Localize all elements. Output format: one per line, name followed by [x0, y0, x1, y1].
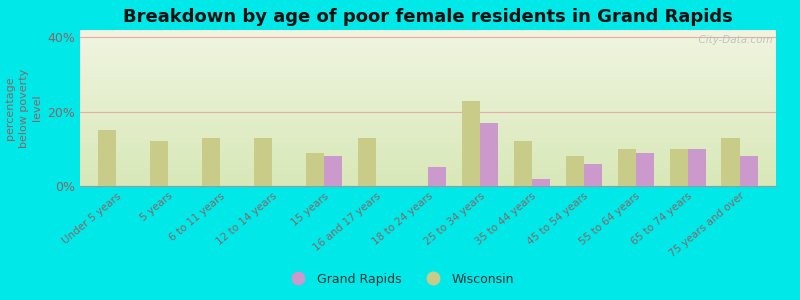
Bar — [688, 149, 706, 186]
Bar — [740, 156, 758, 186]
Bar — [150, 141, 168, 186]
Y-axis label: percentage
below poverty
level: percentage below poverty level — [6, 68, 42, 148]
Bar — [202, 138, 220, 186]
Bar — [618, 149, 636, 186]
Bar — [462, 100, 480, 186]
Bar — [324, 156, 342, 186]
Bar — [636, 153, 654, 186]
Title: Breakdown by age of poor female residents in Grand Rapids: Breakdown by age of poor female resident… — [123, 8, 733, 26]
Text: City-Data.com: City-Data.com — [692, 35, 773, 45]
Bar — [532, 178, 550, 186]
Bar — [254, 138, 272, 186]
Bar — [514, 141, 532, 186]
Legend: Grand Rapids, Wisconsin: Grand Rapids, Wisconsin — [281, 268, 519, 291]
Bar — [428, 167, 446, 186]
Bar — [480, 123, 498, 186]
Bar — [358, 138, 376, 186]
Bar — [98, 130, 116, 186]
Bar — [306, 153, 324, 186]
Bar — [566, 156, 584, 186]
Bar — [670, 149, 688, 186]
Bar — [722, 138, 740, 186]
Bar — [584, 164, 602, 186]
